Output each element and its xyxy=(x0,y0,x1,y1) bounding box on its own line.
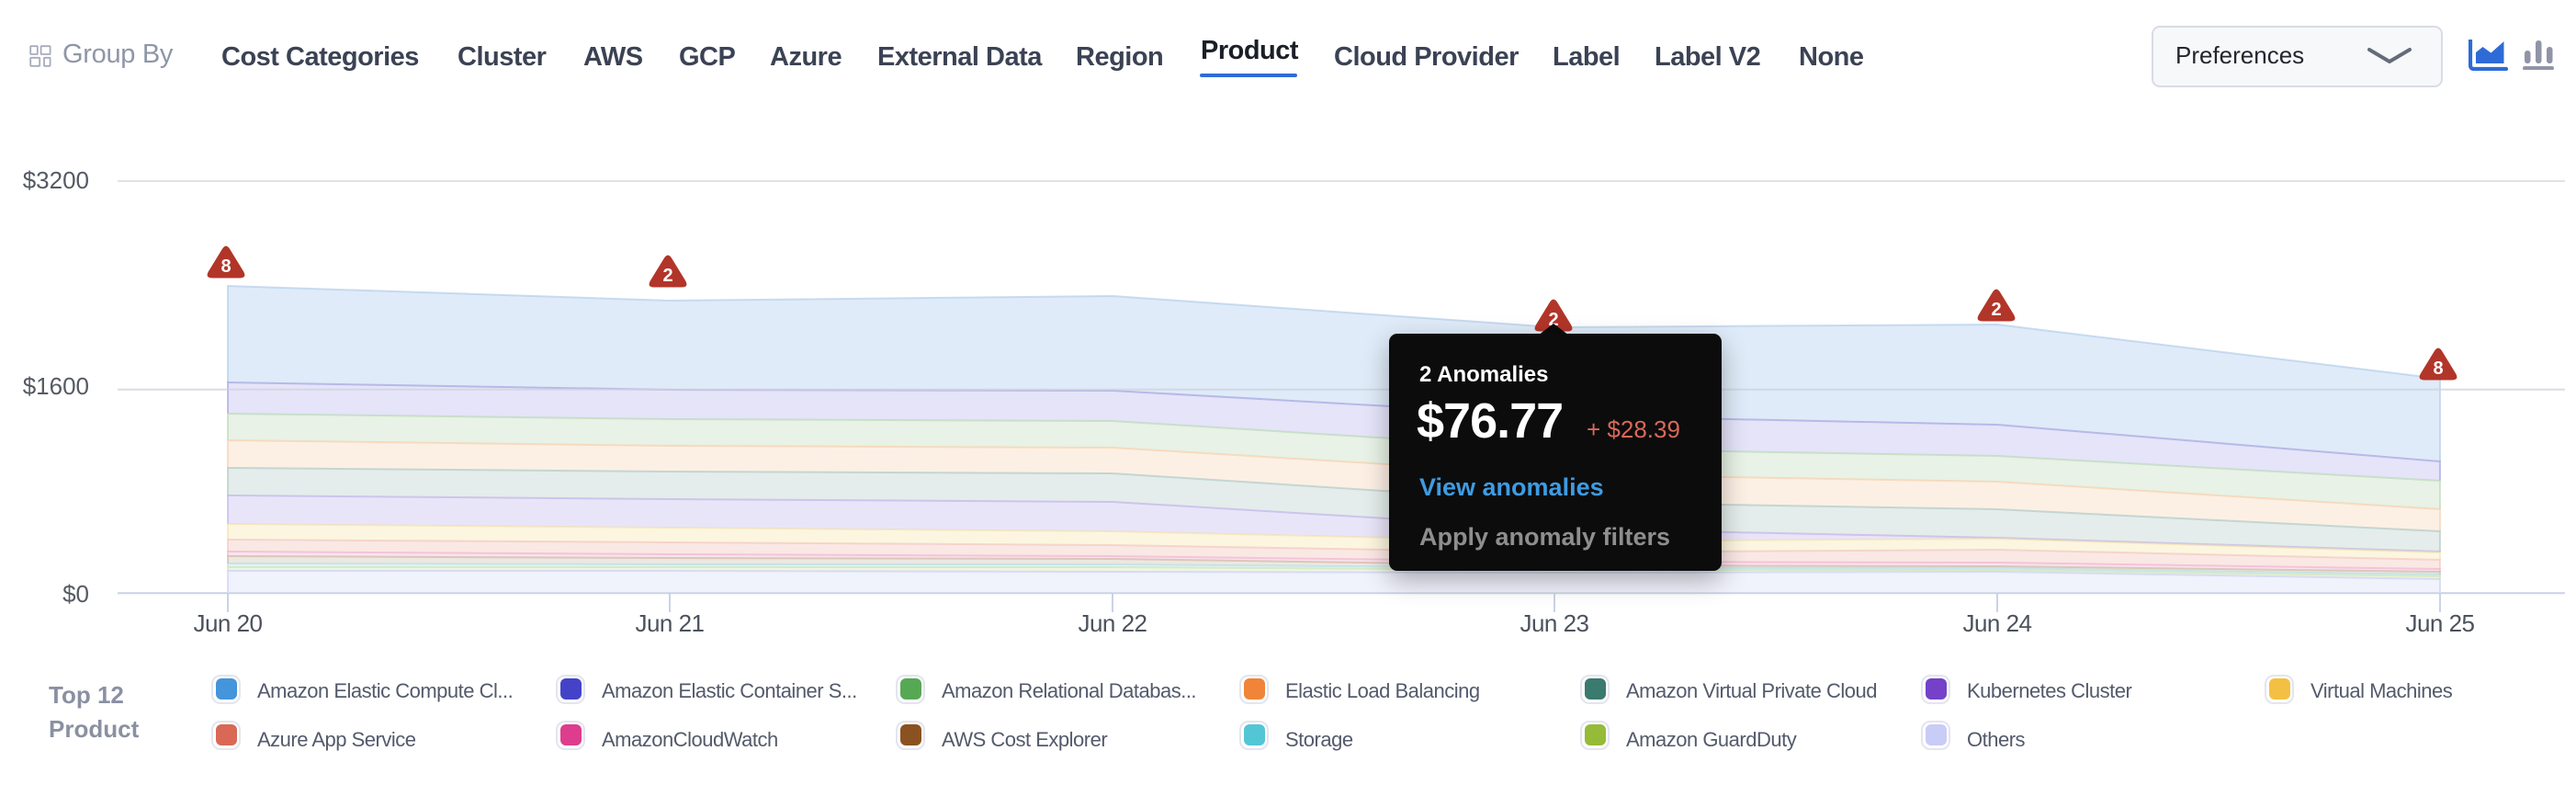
svg-text:8: 8 xyxy=(220,256,231,277)
svg-text:8: 8 xyxy=(2433,358,2443,379)
svg-text:2: 2 xyxy=(662,266,672,286)
svg-text:2: 2 xyxy=(1991,300,2001,320)
svg-text:2: 2 xyxy=(1548,310,1558,330)
